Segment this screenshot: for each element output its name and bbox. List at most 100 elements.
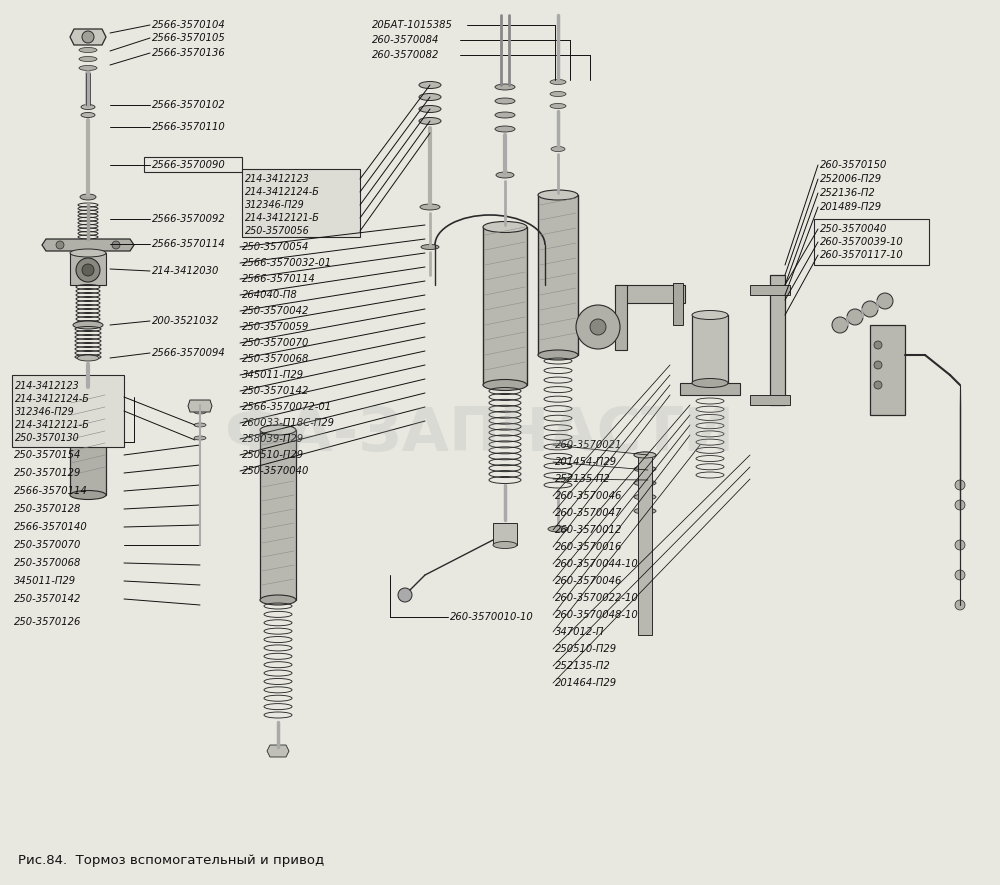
Ellipse shape	[550, 91, 566, 96]
Ellipse shape	[634, 452, 656, 458]
Text: 250-3570040: 250-3570040	[820, 224, 887, 234]
Text: 2566-3570110: 2566-3570110	[152, 122, 226, 132]
Text: 260-3570039-10: 260-3570039-10	[820, 237, 904, 247]
Text: 250-3570068: 250-3570068	[14, 558, 81, 568]
Bar	[483, 227, 527, 385]
Text: 250-3570068: 250-3570068	[242, 354, 309, 364]
Bar	[814, 219, 929, 265]
Polygon shape	[188, 400, 212, 412]
Text: 250-3570142: 250-3570142	[14, 594, 81, 604]
Ellipse shape	[538, 350, 578, 360]
Text: 250-3570040: 250-3570040	[242, 466, 309, 476]
Text: 2566-3570102: 2566-3570102	[152, 100, 226, 110]
Circle shape	[576, 305, 620, 349]
Ellipse shape	[194, 410, 206, 414]
Text: 250510-П29: 250510-П29	[242, 450, 304, 460]
Ellipse shape	[483, 380, 527, 390]
Bar	[680, 383, 740, 395]
Ellipse shape	[419, 94, 441, 101]
Text: 250-3570054: 250-3570054	[242, 242, 309, 252]
Bar	[770, 275, 785, 405]
Text: 214-3412121-Б: 214-3412121-Б	[245, 213, 320, 223]
Ellipse shape	[79, 57, 97, 61]
Text: 214-3412123: 214-3412123	[15, 381, 80, 391]
Circle shape	[955, 570, 965, 580]
Circle shape	[955, 500, 965, 510]
Ellipse shape	[550, 80, 566, 84]
Polygon shape	[70, 29, 106, 45]
Text: 250-3570154: 250-3570154	[14, 450, 81, 460]
Text: 2566-3570114: 2566-3570114	[152, 239, 226, 249]
Bar	[870, 325, 905, 415]
Text: 258039-П29: 258039-П29	[242, 434, 304, 444]
Bar	[750, 395, 790, 405]
Circle shape	[874, 341, 882, 349]
Text: 201464-П29: 201464-П29	[555, 678, 617, 688]
Circle shape	[398, 588, 412, 602]
Text: 2566-3570092: 2566-3570092	[152, 214, 226, 224]
Ellipse shape	[81, 104, 95, 110]
Polygon shape	[42, 239, 134, 251]
Ellipse shape	[548, 526, 568, 532]
Text: 2566-3570140: 2566-3570140	[14, 522, 88, 532]
Text: 200-3521032: 200-3521032	[152, 316, 219, 326]
Ellipse shape	[634, 480, 656, 486]
Bar	[692, 315, 728, 383]
Bar	[673, 283, 683, 325]
Ellipse shape	[495, 126, 515, 132]
Ellipse shape	[634, 452, 656, 458]
Ellipse shape	[421, 244, 439, 250]
Ellipse shape	[692, 311, 728, 319]
Bar	[70, 387, 106, 495]
Text: 2566-3570090: 2566-3570090	[152, 160, 226, 170]
Text: 250-3570128: 250-3570128	[14, 504, 81, 514]
Ellipse shape	[496, 172, 514, 178]
Bar	[260, 430, 296, 600]
Bar	[493, 523, 517, 545]
Text: 250-3570129: 250-3570129	[14, 468, 81, 478]
Circle shape	[877, 293, 893, 309]
Text: 260-3570012: 260-3570012	[555, 525, 622, 535]
Ellipse shape	[73, 321, 103, 329]
Ellipse shape	[70, 490, 106, 499]
Ellipse shape	[70, 382, 106, 391]
Ellipse shape	[634, 494, 656, 500]
Text: 260-3570016: 260-3570016	[555, 542, 622, 552]
Bar	[615, 285, 627, 350]
Ellipse shape	[260, 425, 296, 435]
Ellipse shape	[493, 542, 517, 549]
Ellipse shape	[194, 423, 206, 427]
Text: 252006-П29: 252006-П29	[820, 174, 882, 184]
Circle shape	[590, 319, 606, 335]
Text: 260-3570044-10: 260-3570044-10	[555, 559, 639, 569]
Circle shape	[955, 480, 965, 490]
Text: 260-3570046: 260-3570046	[555, 576, 622, 586]
Ellipse shape	[692, 379, 728, 388]
Text: 250-3570142: 250-3570142	[242, 386, 309, 396]
Text: 214-3412124-Б: 214-3412124-Б	[245, 187, 320, 197]
Text: 260-3570010-10: 260-3570010-10	[450, 612, 534, 622]
Bar	[638, 455, 652, 635]
Circle shape	[955, 540, 965, 550]
Bar	[144, 157, 242, 172]
Text: 250-3570130: 250-3570130	[15, 433, 80, 443]
Text: Рис.84.  Тормоз вспомогательный и привод: Рис.84. Тормоз вспомогательный и привод	[18, 854, 324, 867]
Text: 345011-П29: 345011-П29	[14, 576, 76, 586]
Ellipse shape	[495, 98, 515, 104]
Polygon shape	[267, 745, 289, 757]
Text: 260-3570117-10: 260-3570117-10	[820, 250, 904, 260]
Ellipse shape	[634, 466, 656, 472]
Ellipse shape	[77, 355, 99, 361]
Text: 2566-3570094: 2566-3570094	[152, 348, 226, 358]
Text: 214-3412123: 214-3412123	[245, 174, 310, 184]
Text: 2566-3570105: 2566-3570105	[152, 33, 226, 43]
Ellipse shape	[81, 112, 95, 118]
Text: 250-3570070: 250-3570070	[14, 540, 81, 550]
Text: 250-3570056: 250-3570056	[245, 226, 310, 236]
Circle shape	[82, 31, 94, 43]
Text: 250-3570070: 250-3570070	[242, 338, 309, 348]
Ellipse shape	[80, 194, 96, 200]
Bar	[70, 253, 106, 285]
Ellipse shape	[194, 436, 206, 440]
Text: 250-3570059: 250-3570059	[242, 322, 309, 332]
